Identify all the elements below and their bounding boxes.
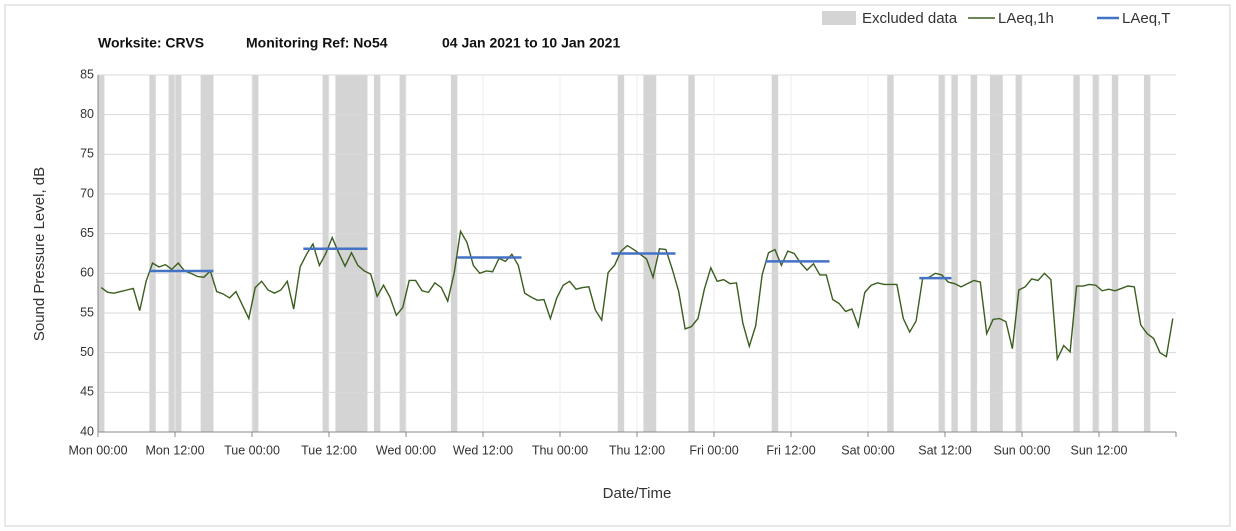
- excluded-band: [938, 75, 945, 432]
- x-tick-label: Mon 00:00: [68, 443, 127, 457]
- excluded-band: [399, 75, 406, 432]
- legend-label: LAeq,T: [1122, 10, 1170, 27]
- excluded-band: [1015, 75, 1022, 432]
- y-tick-label: 85: [80, 67, 94, 81]
- excluded-band: [1111, 75, 1119, 432]
- chart-title: Monitoring Ref: No54: [246, 35, 388, 51]
- excluded-band: [1073, 75, 1080, 432]
- x-tick-label: Fri 00:00: [689, 443, 738, 457]
- y-axis-label: Sound Pressure Level, dB: [31, 167, 48, 341]
- x-tick-label: Tue 00:00: [224, 443, 280, 457]
- legend-label: LAeq,1h: [998, 10, 1054, 27]
- excluded-band: [951, 75, 958, 432]
- excluded-band: [200, 75, 214, 432]
- x-axis-label: Date/Time: [603, 485, 672, 502]
- y-tick-label: 70: [80, 186, 94, 200]
- series-line: [100, 229, 1174, 362]
- excluded-band: [688, 75, 695, 432]
- x-tick-label: Wed 12:00: [453, 443, 513, 457]
- excluded-band: [887, 75, 894, 432]
- x-tick-label: Thu 12:00: [609, 443, 665, 457]
- excluded-band: [450, 75, 458, 432]
- legend-label: Excluded data: [862, 10, 958, 27]
- x-tick-label: Sun 00:00: [994, 443, 1051, 457]
- y-tick-label: 40: [80, 424, 94, 438]
- excluded-band: [373, 75, 381, 432]
- y-tick-label: 75: [80, 147, 94, 161]
- excluded-band: [1092, 75, 1099, 432]
- x-tick-label: Wed 00:00: [376, 443, 436, 457]
- excluded-band: [252, 75, 259, 432]
- chart-title: Worksite: CRVS: [98, 35, 204, 51]
- x-tick-label: Sat 00:00: [841, 443, 895, 457]
- y-tick-label: 45: [80, 385, 94, 399]
- x-tick-label: Thu 00:00: [532, 443, 588, 457]
- y-tick-label: 80: [80, 107, 94, 121]
- x-tick-label: Sun 12:00: [1071, 443, 1128, 457]
- y-tick-label: 50: [80, 345, 94, 359]
- excluded-band: [970, 75, 978, 432]
- x-tick-label: Mon 12:00: [145, 443, 204, 457]
- x-tick-label: Sat 12:00: [918, 443, 972, 457]
- chart-title: 04 Jan 2021 to 10 Jan 2021: [442, 35, 620, 51]
- excluded-band: [989, 75, 1003, 432]
- y-tick-label: 60: [80, 266, 94, 280]
- x-tick-label: Tue 12:00: [301, 443, 357, 457]
- x-tick-label: Fri 12:00: [766, 443, 815, 457]
- excluded-band: [1143, 75, 1151, 432]
- legend-swatch: [822, 11, 856, 25]
- excluded-band: [771, 75, 779, 432]
- y-tick-label: 55: [80, 305, 94, 319]
- y-tick-label: 65: [80, 226, 94, 240]
- excluded-band: [98, 75, 105, 432]
- excluded-band: [149, 75, 156, 432]
